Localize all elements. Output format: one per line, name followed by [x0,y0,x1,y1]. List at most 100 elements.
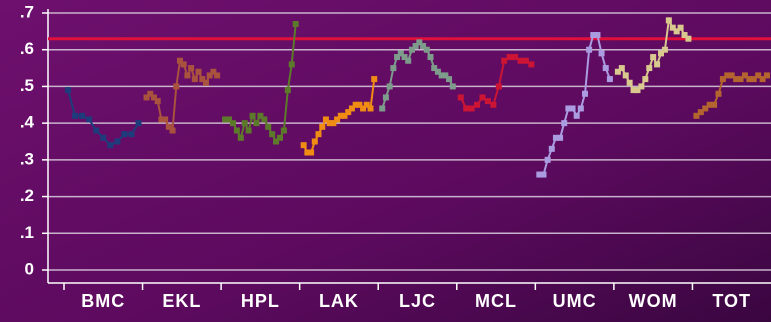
data-point [711,101,718,108]
data-point [715,90,722,97]
x-tick-label: BMC [81,291,125,311]
data-point [394,54,401,61]
data-point [581,90,588,97]
y-tick-label: .1 [20,223,34,242]
data-point [253,120,260,127]
x-tick-label: TOT [712,291,751,311]
data-point [446,76,453,83]
data-point [405,57,412,64]
data-point [382,94,389,101]
data-point [206,72,213,79]
data-point [517,57,524,64]
data-point [288,61,295,68]
data-point [191,76,198,83]
x-tick-label: LJC [399,291,436,311]
data-point [642,76,649,83]
data-point [202,79,209,86]
data-point [229,120,236,127]
data-point [367,105,374,112]
data-point [697,109,704,116]
data-point [352,101,359,108]
x-tick-label: HPL [241,291,280,311]
data-point [222,116,229,123]
data-point [557,134,564,141]
data-point [598,50,605,57]
data-point [540,171,547,178]
data-point [506,54,513,61]
data-point [348,105,355,112]
data-point [180,61,187,68]
data-point [135,120,142,127]
data-point [501,57,508,64]
data-point [528,61,535,68]
data-point [276,134,283,141]
data-point [386,83,393,90]
y-tick-label: .7 [20,2,34,21]
data-point [158,116,165,123]
data-point [423,46,430,53]
data-point [121,131,128,138]
data-point [184,72,191,79]
data-point [292,21,299,28]
data-point [573,112,580,119]
data-point [65,87,71,94]
data-point [241,120,248,127]
data-point [269,131,276,138]
data-point [755,72,762,79]
data-point [169,127,176,134]
data-point [188,65,195,72]
data-point [176,57,183,64]
data-point [431,65,438,72]
data-point [214,72,221,79]
data-point [341,112,348,119]
x-tick-label: WOM [629,291,678,311]
data-point [265,123,272,130]
data-point [363,101,370,108]
data-point [416,39,423,46]
data-point [397,50,404,57]
data-point [304,149,311,156]
data-point [449,83,456,90]
data-point [86,116,93,123]
data-point [614,68,621,75]
data-point [638,83,645,90]
data-point [622,72,629,79]
data-point [474,101,481,108]
data-point [569,105,576,112]
data-point [764,72,770,79]
data-point [479,94,486,101]
data-point [741,72,748,79]
y-tick-label: .2 [20,186,34,205]
data-point [522,57,529,64]
data-point [371,76,378,83]
data-point [552,134,559,141]
data-point [728,72,735,79]
data-point [345,109,352,116]
data-point [147,90,154,97]
data-point [536,171,543,178]
y-tick-label: .4 [20,113,35,132]
data-point [646,65,653,72]
data-point [284,87,291,94]
data-point [326,120,333,127]
x-tick-label: LAK [319,291,359,311]
data-point [706,101,713,108]
data-point [673,28,680,35]
data-point [280,127,287,134]
data-point [457,94,464,101]
data-point [107,142,114,149]
x-tick-label: MCL [475,291,517,311]
data-point [150,94,157,101]
data-point [114,138,121,145]
data-point [165,123,172,130]
data-point [490,101,497,108]
data-point [442,72,449,79]
data-point [750,76,757,83]
data-point [724,72,731,79]
data-point [261,116,268,123]
data-point [618,65,625,72]
y-tick-label: .3 [20,149,34,168]
data-point [249,112,256,119]
y-tick-label: .5 [20,76,34,95]
